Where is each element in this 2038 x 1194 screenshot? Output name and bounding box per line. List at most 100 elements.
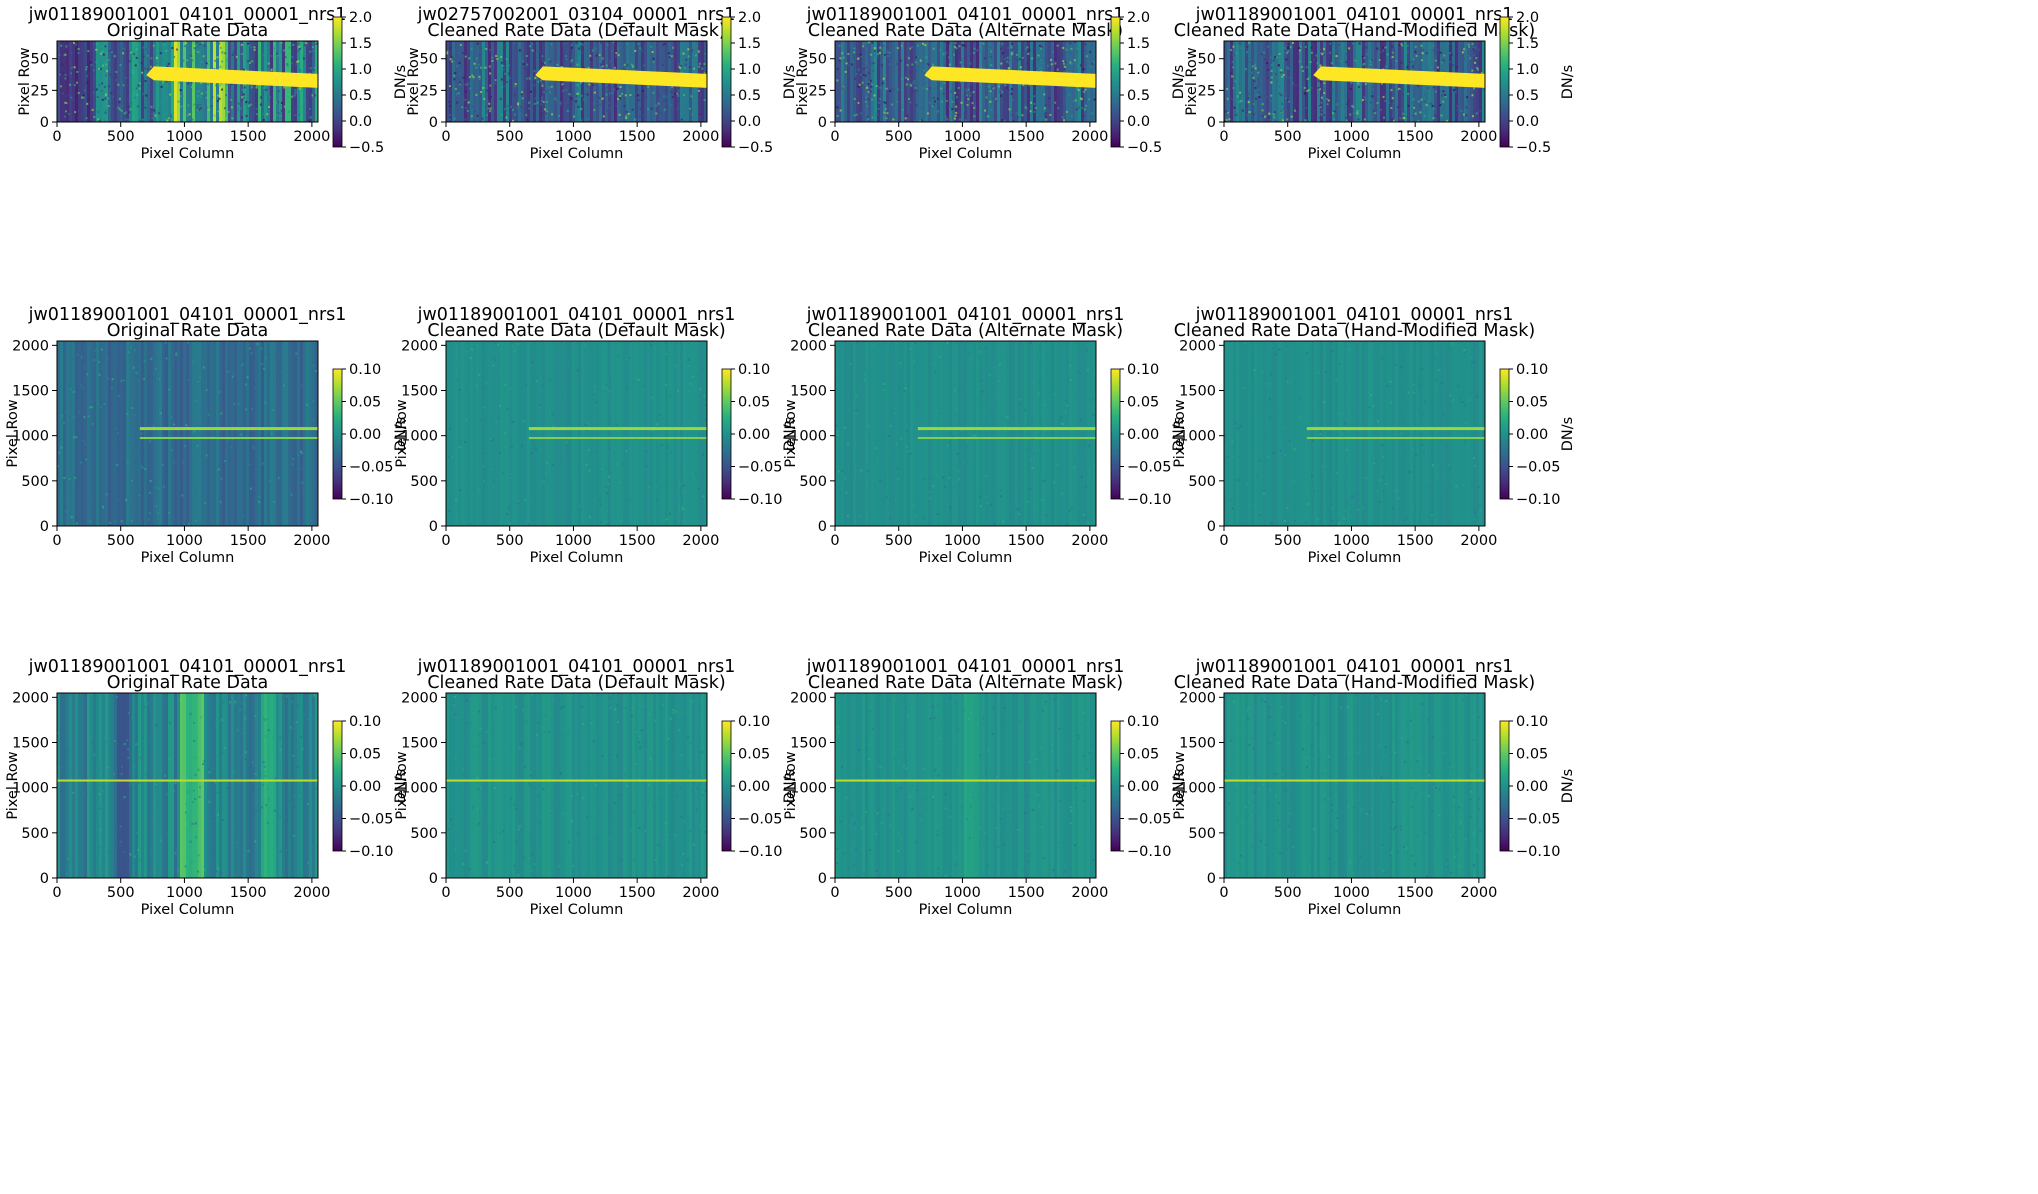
heatmap-cell	[566, 341, 570, 526]
x-axis-label: Pixel Column	[919, 146, 1013, 162]
heatmap-cell	[1252, 103, 1255, 106]
heatmap-cell	[571, 46, 574, 49]
heatmap-cell	[106, 357, 109, 360]
heatmap-cell	[122, 522, 125, 525]
heatmap-cell	[1291, 41, 1294, 44]
heatmap-cell	[104, 45, 107, 48]
heatmap-cell	[102, 367, 105, 370]
heatmap-cell	[531, 407, 534, 410]
heatmap-cell	[131, 406, 134, 409]
heatmap-cell	[1439, 51, 1442, 54]
heatmap-cell	[932, 96, 935, 99]
heatmap-cell	[1293, 448, 1296, 451]
heatmap-cell	[989, 46, 992, 49]
heatmap-cell	[264, 693, 268, 878]
heatmap-cell	[1007, 61, 1010, 64]
heatmap-cell	[497, 341, 501, 526]
heatmap-cell	[1433, 358, 1436, 361]
heatmap-cell	[586, 93, 589, 96]
y-tick-label: 500	[799, 474, 827, 490]
heatmap-cell	[1368, 341, 1372, 526]
heatmap-cell	[117, 41, 121, 122]
heatmap-cell	[560, 341, 564, 526]
heatmap-cell	[1337, 44, 1340, 47]
heatmap-cell	[1234, 80, 1237, 83]
heatmap-cell	[1241, 492, 1244, 495]
heatmap-cell	[520, 742, 523, 745]
heatmap-cell	[1331, 52, 1334, 55]
heatmap-cell	[244, 758, 247, 761]
heatmap-cell	[159, 341, 163, 526]
heatmap-cell	[844, 70, 847, 73]
heatmap-cell	[1277, 64, 1280, 67]
heatmap-cell	[1011, 113, 1014, 116]
heatmap-cell	[964, 693, 968, 878]
heatmap-cell	[955, 693, 959, 878]
x-tick-label: 0	[441, 129, 450, 145]
heatmap-cell	[1231, 66, 1234, 69]
heatmap-cell	[1369, 64, 1372, 67]
heatmap-cell	[1231, 60, 1234, 63]
heatmap-cell	[1425, 52, 1428, 55]
heatmap-cell	[1361, 99, 1364, 102]
heatmap-cell	[671, 341, 675, 526]
heatmap-cell	[838, 341, 842, 526]
heatmap-cell	[595, 858, 598, 861]
heatmap-cell	[1083, 475, 1086, 478]
y-tick-label: 50	[31, 52, 49, 68]
heatmap-cell	[606, 85, 609, 88]
heatmap-cell	[1386, 384, 1389, 387]
heatmap-cell	[482, 86, 485, 89]
heatmap-cell	[288, 110, 291, 113]
x-tick-label: 1000	[1333, 129, 1370, 145]
heatmap-cell	[222, 693, 226, 878]
heatmap-cell	[1431, 341, 1435, 526]
heatmap-cell	[572, 341, 576, 526]
heatmap-cell	[1355, 346, 1358, 349]
x-tick-label: 1500	[1008, 129, 1045, 145]
heatmap-cell	[616, 720, 619, 723]
heatmap-cell	[1450, 342, 1453, 345]
heatmap-cell	[271, 519, 274, 522]
heatmap-cell	[1001, 90, 1004, 93]
heatmap-cell	[231, 341, 235, 526]
heatmap-cell	[1240, 100, 1243, 103]
heatmap-cell	[215, 870, 218, 873]
heatmap-cell	[592, 393, 595, 396]
heatmap-cell	[557, 114, 560, 117]
heatmap-cell	[667, 102, 670, 105]
heatmap-cell	[999, 90, 1002, 93]
heatmap-cell	[192, 447, 195, 450]
heatmap-cell	[677, 107, 680, 110]
heatmap-cell	[844, 693, 848, 878]
heatmap-cell	[947, 42, 950, 45]
heatmap-cell	[1069, 378, 1072, 381]
heatmap-cell	[289, 726, 292, 729]
heatmap-cell	[153, 801, 156, 804]
heatmap-cell	[192, 721, 195, 724]
heatmap-cell	[970, 341, 974, 526]
heatmap-cell	[1478, 503, 1481, 506]
heatmap-cell	[954, 736, 957, 739]
heatmap-cell	[540, 97, 543, 100]
heatmap-cell	[575, 41, 578, 44]
heatmap-cell	[915, 515, 918, 518]
heatmap-cell	[1036, 503, 1039, 506]
heatmap-cell	[449, 693, 453, 878]
heatmap-cell	[650, 754, 653, 757]
heatmap-cell	[100, 348, 103, 351]
heatmap-cell	[533, 84, 536, 87]
heatmap-cell	[698, 62, 701, 65]
subplot-title: jw01189001001_04101_00001_nrs1	[28, 305, 347, 325]
heatmap-cell	[1311, 439, 1314, 442]
heatmap-cell	[687, 364, 690, 367]
heatmap-cell	[105, 109, 108, 112]
heatmap-cell	[645, 425, 648, 428]
heatmap-cell	[452, 693, 456, 878]
heatmap-cell	[1466, 96, 1469, 99]
heatmap-cell	[616, 847, 619, 850]
heatmap-cell	[174, 745, 177, 748]
heatmap-cell	[313, 66, 316, 69]
heatmap-cell	[847, 443, 850, 446]
heatmap-cell	[961, 693, 965, 878]
